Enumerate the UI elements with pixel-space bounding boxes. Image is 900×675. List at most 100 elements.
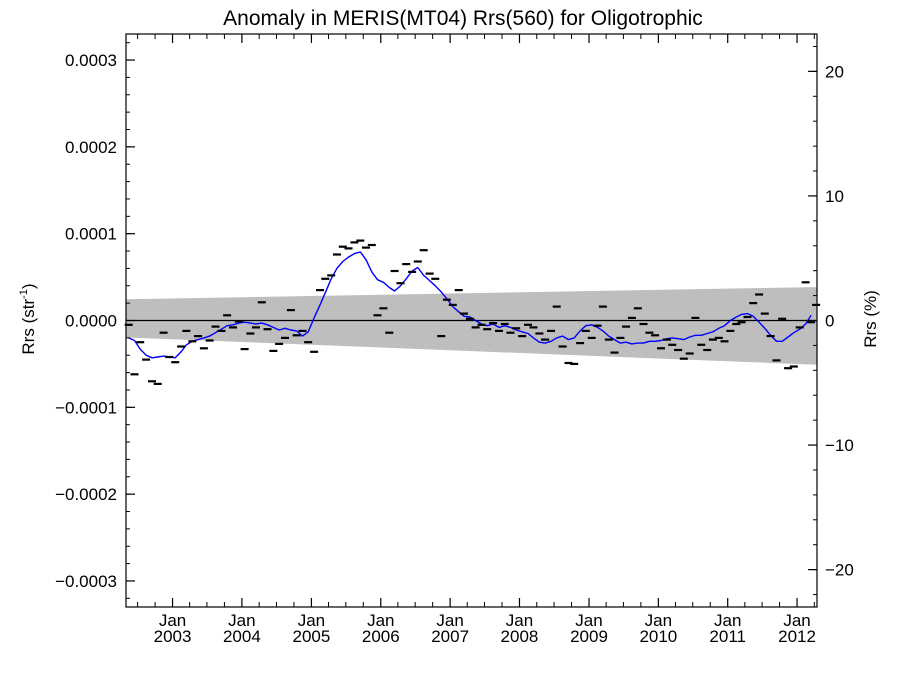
y-tick-label: −0.0002 bbox=[55, 485, 117, 504]
monthly-anomaly-marker bbox=[159, 331, 168, 334]
y2-tick-label: 10 bbox=[825, 187, 844, 206]
monthly-anomaly-marker bbox=[477, 323, 486, 326]
monthly-anomaly-marker bbox=[356, 239, 365, 242]
y2-axis-label: Rrs (%) bbox=[861, 290, 880, 348]
monthly-anomaly-marker bbox=[616, 336, 625, 339]
x-tick-month-label: Jan bbox=[575, 611, 602, 630]
monthly-anomaly-marker bbox=[679, 357, 688, 360]
y2-tick-label: −10 bbox=[825, 436, 854, 455]
monthly-anomaly-marker bbox=[425, 272, 434, 275]
monthly-anomaly-marker bbox=[124, 323, 133, 326]
monthly-anomaly-marker bbox=[408, 270, 417, 273]
monthly-anomaly-marker bbox=[263, 328, 272, 331]
monthly-anomaly-marker bbox=[593, 324, 602, 327]
monthly-anomaly-marker bbox=[657, 347, 665, 350]
x-tick-month-label: Jan bbox=[714, 611, 741, 630]
x-tick-year-label: 2011 bbox=[709, 627, 746, 646]
x-tick-month-label: Jan bbox=[159, 611, 186, 630]
monthly-anomaly-marker bbox=[148, 380, 156, 383]
monthly-anomaly-marker bbox=[390, 269, 399, 273]
monthly-anomaly-marker bbox=[506, 331, 515, 334]
monthly-anomaly-marker bbox=[500, 322, 509, 326]
monthly-anomaly-marker bbox=[587, 336, 596, 339]
left-y-axis: 0.0003 0.0002 0.0001 0.0000 −0.0001 −0.0002 −0… bbox=[55, 42, 135, 599]
x-tick-month-label: Jan bbox=[367, 611, 394, 630]
y-axis-label-base: Rrs (str bbox=[19, 299, 38, 355]
x-tick-month-label: Jan bbox=[506, 611, 533, 630]
monthly-anomaly-marker bbox=[483, 328, 492, 331]
x-tick-month-label: Jan bbox=[228, 611, 255, 630]
monthly-anomaly-marker bbox=[772, 359, 781, 362]
monthly-anomaly-marker bbox=[789, 365, 798, 368]
monthly-anomaly-marker bbox=[558, 345, 567, 348]
y-axis-label-close: ) bbox=[19, 283, 38, 289]
monthly-anomaly-marker bbox=[344, 247, 353, 250]
monthly-anomaly-marker bbox=[465, 317, 474, 320]
chart-title: Anomaly in MERIS(MT04) Rrs(560) for Olig… bbox=[223, 7, 703, 30]
monthly-anomaly-marker bbox=[512, 327, 521, 330]
monthly-anomaly-marker bbox=[581, 329, 590, 332]
monthly-anomaly-marker bbox=[246, 332, 255, 335]
monthly-anomaly-marker bbox=[350, 241, 359, 244]
monthly-anomaly-marker bbox=[362, 246, 370, 249]
monthly-anomaly-marker bbox=[240, 348, 249, 351]
y-tick-label: 0.0003 bbox=[65, 51, 117, 70]
monthly-anomaly-marker bbox=[275, 342, 284, 345]
x-tick-year-label: 2008 bbox=[501, 627, 539, 646]
monthly-anomaly-marker bbox=[234, 320, 243, 323]
monthly-anomaly-marker bbox=[286, 309, 295, 312]
x-tick-year-label: 2004 bbox=[223, 627, 261, 646]
monthly-anomaly-marker bbox=[627, 316, 636, 319]
y-axis-label-superscript: -1 bbox=[18, 289, 30, 299]
monthly-anomaly-marker bbox=[610, 351, 619, 354]
monthly-anomaly-marker bbox=[419, 249, 428, 252]
monthly-anomaly-marker bbox=[269, 349, 278, 352]
monthly-anomaly-marker bbox=[807, 321, 816, 324]
monthly-anomaly-marker bbox=[691, 316, 700, 319]
monthly-anomaly-marker bbox=[471, 326, 480, 329]
monthly-anomaly-marker bbox=[489, 322, 498, 325]
monthly-anomaly-marker bbox=[795, 326, 804, 329]
monthly-anomaly-marker bbox=[142, 358, 151, 361]
uncertainty-band-layer bbox=[126, 287, 817, 365]
monthly-anomaly-marker bbox=[726, 329, 735, 332]
x-tick-year-label: 2010 bbox=[639, 627, 677, 646]
monthly-anomaly-marker bbox=[645, 331, 654, 334]
monthly-anomaly-marker bbox=[703, 348, 712, 352]
y-axis-label: Rrs (str-1) bbox=[18, 283, 38, 354]
y-tick-label: 0.0001 bbox=[65, 225, 117, 244]
monthly-anomaly-marker bbox=[223, 314, 232, 317]
x-tick-month-label: Jan bbox=[645, 611, 672, 630]
monthly-anomaly-marker bbox=[749, 302, 758, 305]
monthly-anomaly-marker bbox=[310, 350, 319, 353]
x-axis: Jan2003Jan2004Jan2005Jan2006Jan2007Jan20… bbox=[137, 34, 816, 646]
monthly-anomaly-markers-layer bbox=[124, 239, 821, 385]
monthly-anomaly-marker bbox=[298, 329, 307, 332]
monthly-anomaly-marker bbox=[177, 345, 186, 348]
monthly-anomaly-marker bbox=[171, 361, 180, 364]
y-tick-label: 0.0002 bbox=[65, 138, 117, 157]
uncertainty-band bbox=[126, 287, 817, 365]
y-tick-label: 0.0000 bbox=[65, 312, 117, 331]
monthly-anomaly-marker bbox=[188, 340, 197, 343]
y2-tick-label: 0 bbox=[825, 312, 834, 331]
monthly-anomaly-marker bbox=[685, 352, 694, 355]
monthly-anomaly-marker bbox=[431, 277, 440, 280]
monthly-anomaly-marker bbox=[576, 342, 585, 345]
monthly-anomaly-marker bbox=[338, 245, 347, 248]
monthly-anomaly-marker bbox=[714, 336, 723, 339]
monthly-anomaly-marker bbox=[720, 340, 729, 343]
monthly-anomaly-marker bbox=[194, 335, 202, 338]
monthly-anomaly-marker bbox=[633, 307, 642, 310]
monthly-anomaly-marker bbox=[454, 289, 463, 292]
monthly-anomaly-marker bbox=[413, 260, 422, 263]
monthly-anomaly-marker bbox=[199, 347, 208, 350]
monthly-anomaly-marker bbox=[598, 305, 607, 308]
monthly-anomaly-marker bbox=[448, 303, 457, 306]
x-tick-year-label: 2009 bbox=[570, 627, 608, 646]
monthly-anomaly-marker bbox=[622, 325, 631, 328]
monthly-anomaly-marker bbox=[316, 289, 324, 292]
x-tick-month-label: Jan bbox=[298, 611, 325, 630]
monthly-anomaly-marker bbox=[292, 334, 301, 337]
